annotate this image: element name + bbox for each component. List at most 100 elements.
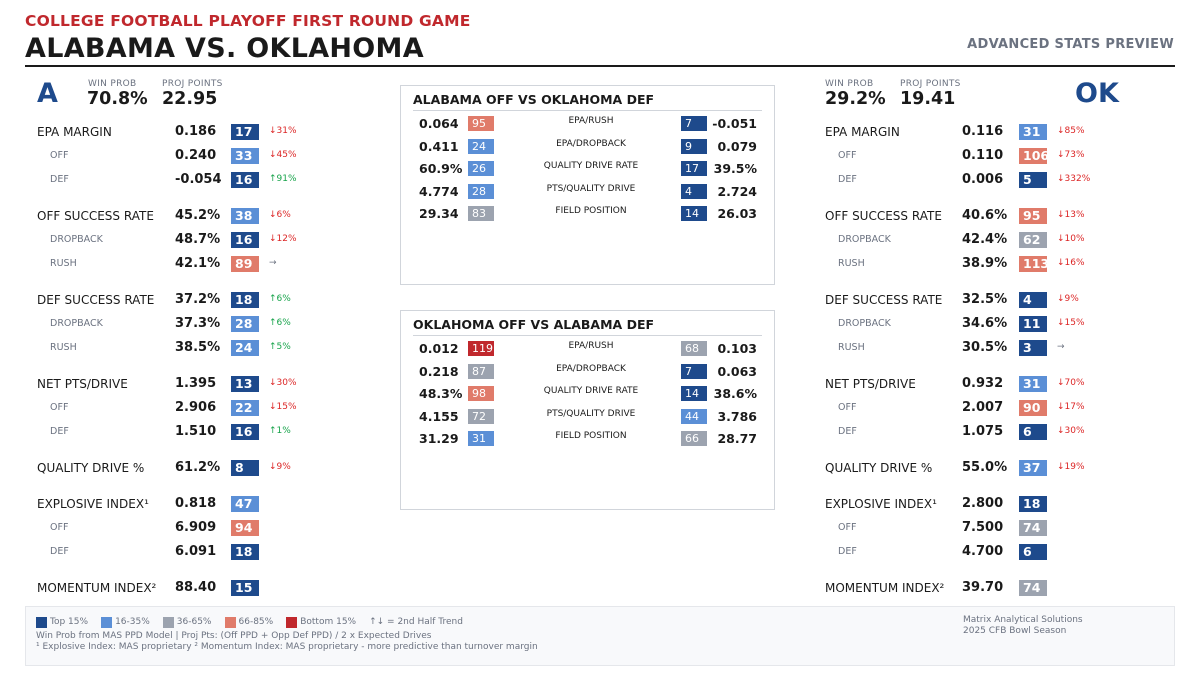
offense-value: 0.411 <box>419 138 459 154</box>
trend-indicator: ↑6% <box>269 294 291 304</box>
page-title: ALABAMA VS. OKLAHOMA <box>25 33 424 64</box>
trend-indicator: ↑6% <box>269 318 291 328</box>
stat-value: 0.110 <box>962 148 1004 163</box>
left-team-abbr: A <box>37 78 58 109</box>
rank-badge: 16 <box>231 232 259 248</box>
header-rule <box>25 65 1175 67</box>
stat-row: EPA MARGIN 0.186 17 ↓31% <box>37 123 297 141</box>
stat-row: OFF 2.007 90 ↓17% <box>825 399 1085 417</box>
stat-label: DROPBACK <box>838 234 891 245</box>
stat-value: 7.500 <box>962 520 1004 535</box>
stat-row: EXPLOSIVE INDEX¹ 0.818 47 <box>37 495 267 513</box>
stat-value: 88.40 <box>175 580 217 595</box>
header-right-label: ADVANCED STATS PREVIEW <box>967 37 1174 52</box>
offense-value: 31.29 <box>419 431 459 446</box>
matchup-box: ALABAMA OFF VS OKLAHOMA DEF 0.064 95 EPA/RU… <box>400 85 775 285</box>
rank-badge: 74 <box>1019 520 1047 536</box>
matchup-row: 0.064 95 EPA/RUSH 7 -0.051 <box>401 115 774 133</box>
legend-swatch <box>162 616 174 628</box>
stat-row: DROPBACK 34.6% 11 ↓15% <box>825 315 1085 333</box>
matchup-title-rule <box>413 335 762 336</box>
rank-badge: 47 <box>231 496 259 512</box>
rank-badge: 5 <box>1019 172 1047 188</box>
stat-value: 0.186 <box>175 124 217 139</box>
legend-item: ↑↓ = 2nd Half Trend <box>369 617 463 627</box>
rank-badge: 95 <box>1019 208 1047 224</box>
defense-rank-badge: 44 <box>681 408 707 424</box>
trend-indicator: ↓45% <box>269 150 297 160</box>
offense-rank-badge: 83 <box>468 206 494 221</box>
matchup-stat-label: EPA/DROPBACK <box>556 363 626 374</box>
stat-row: OFF 6.909 94 <box>37 519 267 537</box>
stat-label: NET PTS/DRIVE <box>37 377 128 391</box>
rank-badge: 18 <box>231 292 259 308</box>
left-win-prob-label: WIN PROB <box>88 79 137 89</box>
trend-indicator: ↓15% <box>1057 318 1085 328</box>
rank-badge: 22 <box>231 400 259 416</box>
stat-value: 42.4% <box>962 232 1008 247</box>
stat-label: OFF <box>50 522 69 533</box>
matchup-row: 29.34 83 FIELD POSITION 14 26.03 <box>401 205 774 223</box>
matchup-stat-label: FIELD POSITION <box>555 431 627 441</box>
trend-indicator: ↓15% <box>269 402 297 412</box>
offense-rank-badge: 98 <box>468 386 494 401</box>
matchup-row: 0.411 24 EPA/DROPBACK 9 0.079 <box>401 138 774 156</box>
stat-row: NET PTS/DRIVE 1.395 13 ↓30% <box>37 375 297 393</box>
rank-badge: 37 <box>1019 460 1047 476</box>
legend-swatch <box>286 616 298 628</box>
legend-swatch <box>36 616 47 628</box>
stat-row: OFF SUCCESS RATE 40.6% 95 ↓13% <box>825 207 1085 225</box>
left-win-prob: 70.8% <box>87 89 148 109</box>
stat-row: RUSH 38.9% 113 ↓16% <box>825 255 1085 273</box>
rank-badge: 90 <box>1019 400 1047 416</box>
rank-badge: 28 <box>231 316 259 332</box>
defense-value: 28.77 <box>717 431 757 446</box>
defense-rank-badge: 4 <box>681 183 707 199</box>
trend-indicator: ↓16% <box>1057 258 1085 268</box>
legend-item: Top 15% <box>36 616 88 628</box>
matchup-stat-label: EPA/RUSH <box>568 116 614 126</box>
stat-row: DEF SUCCESS RATE 37.2% 18 ↑6% <box>37 291 291 309</box>
stat-row: RUSH 30.5% 3 → <box>825 339 1065 357</box>
rank-badge: 24 <box>231 340 259 356</box>
stat-label: DEF SUCCESS RATE <box>825 293 943 307</box>
matchup-row: 31.29 31 FIELD POSITION 66 28.77 <box>401 430 774 448</box>
defense-value: 3.786 <box>717 408 757 424</box>
defense-value: 0.079 <box>717 138 757 154</box>
rank-badge: 11 <box>1019 316 1047 332</box>
stat-value: 48.7% <box>175 232 221 247</box>
rank-badge: 74 <box>1019 580 1047 596</box>
trend-indicator: ↓85% <box>1057 126 1085 136</box>
stat-label: DEF SUCCESS RATE <box>37 293 155 307</box>
defense-value: 39.5% <box>713 161 757 176</box>
matchup-row: 48.3% 98 QUALITY DRIVE RATE 14 38.6% <box>401 385 774 403</box>
right-proj-points: 19.41 <box>900 89 956 109</box>
trend-indicator: ↓6% <box>269 210 291 220</box>
offense-value: 0.218 <box>419 363 459 379</box>
rank-badge: 94 <box>231 520 259 536</box>
stat-value: 37.2% <box>175 292 221 307</box>
stat-value: 61.2% <box>175 460 221 475</box>
stat-row: QUALITY DRIVE % 61.2% 8 ↓9% <box>37 459 291 477</box>
stat-row: DEF -0.054 16 ↑91% <box>37 171 297 189</box>
defense-rank-badge: 7 <box>681 363 707 379</box>
stat-value: 34.6% <box>962 316 1008 331</box>
trend-indicator: ↓73% <box>1057 150 1085 160</box>
defense-value: 2.724 <box>717 183 757 199</box>
stat-value: 2.800 <box>962 496 1004 511</box>
stat-row: DEF 4.700 6 <box>825 543 1055 561</box>
stat-value: 0.240 <box>175 148 217 163</box>
stat-value: 40.6% <box>962 208 1008 223</box>
rank-badge: 8 <box>231 460 259 476</box>
stat-row: DEF 0.006 5 ↓332% <box>825 171 1090 189</box>
rank-badge: 38 <box>231 208 259 224</box>
stat-label: EPA MARGIN <box>37 125 112 139</box>
stat-label: DEF <box>838 174 857 185</box>
stat-label: DROPBACK <box>50 318 103 329</box>
stat-value: 4.700 <box>962 544 1004 559</box>
matchup-title: OKLAHOMA OFF VS ALABAMA DEF <box>413 317 655 332</box>
rank-badge: 16 <box>231 424 259 440</box>
stat-value: 32.5% <box>962 292 1008 307</box>
stat-row: DROPBACK 48.7% 16 ↓12% <box>37 231 297 249</box>
offense-value: 48.3% <box>419 386 463 401</box>
